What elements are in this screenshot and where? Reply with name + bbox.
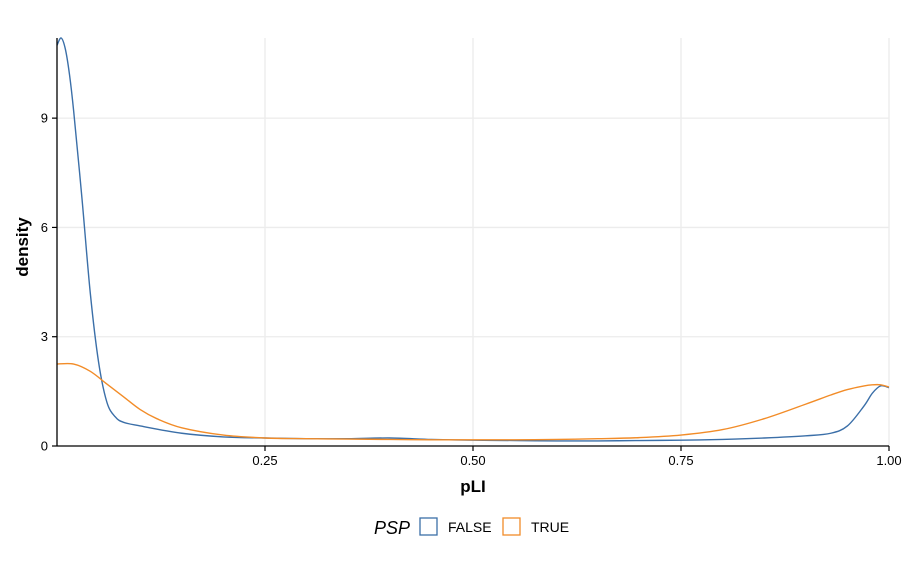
density-curves [56,37,890,442]
y-tick-label: 3 [41,329,48,344]
y-tick-label: 6 [41,220,48,235]
x-axis-title: pLI [460,477,486,496]
legend: PSP FALSE TRUE [374,517,569,538]
grid-lines [57,38,890,446]
x-axis-ticks: 0.25 0.50 0.75 1.00 [252,446,902,468]
x-tick-label: 0.25 [252,453,277,468]
x-tick-label: 0.50 [460,453,485,468]
y-axis-ticks: 0 3 6 9 [41,111,57,454]
y-tick-label: 0 [41,439,48,454]
y-axis-title: density [13,217,32,277]
legend-key-true [502,517,521,536]
x-tick-label: 1.00 [876,453,901,468]
legend-label-false: FALSE [448,519,492,535]
x-tick-label: 0.75 [668,453,693,468]
legend-key-false [419,517,438,536]
legend-items: FALSE TRUE [419,517,569,536]
series-line-true [56,362,890,441]
legend-label-true: TRUE [531,519,569,535]
legend-title: PSP [374,518,410,538]
y-tick-label: 9 [41,111,48,126]
